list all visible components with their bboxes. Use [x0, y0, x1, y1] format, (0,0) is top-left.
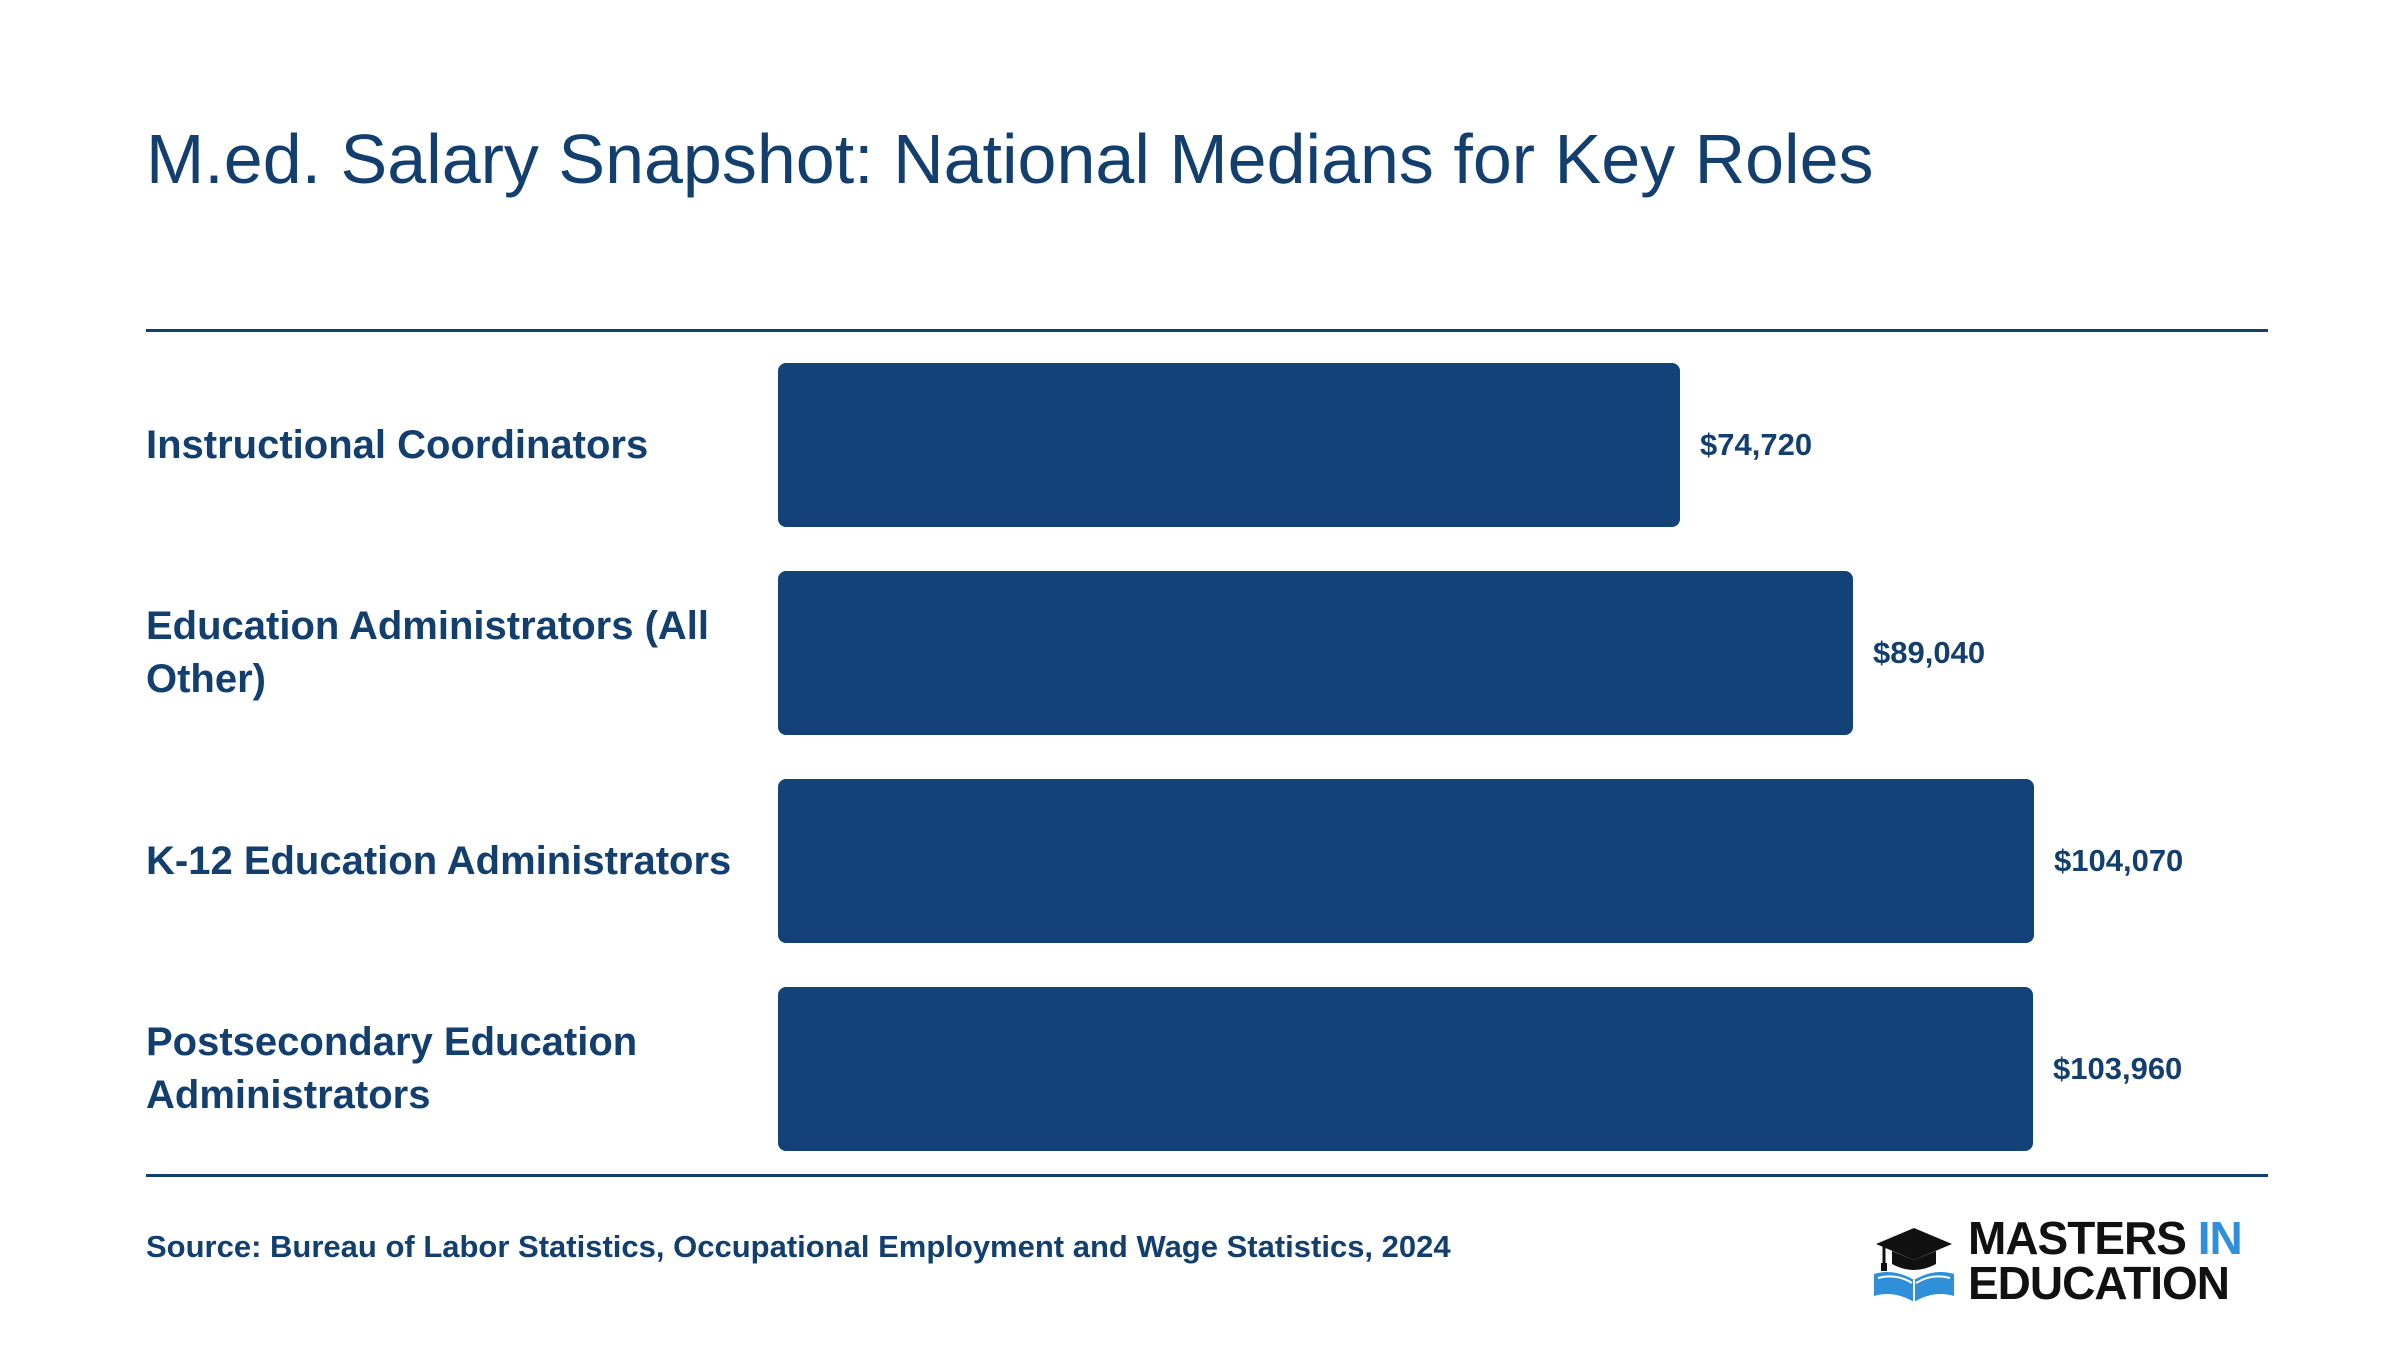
- category-label: Postsecondary Education Administrators: [146, 1020, 638, 1117]
- masters-in-education-logo: MASTERS IN EDUCATION: [1872, 1215, 2272, 1310]
- logo-word-in: IN: [2197, 1212, 2243, 1264]
- source-note: Source: Bureau of Labor Statistics, Occu…: [146, 1229, 1451, 1264]
- value-label: $89,040: [1873, 635, 1986, 670]
- category-label: Instructional Coordinators: [146, 422, 649, 467]
- bottom-divider: [146, 1174, 2268, 1177]
- category-label: K-12 Education Administrators: [146, 838, 732, 883]
- logo-word-masters: MASTERS: [1968, 1212, 2187, 1264]
- bar: [778, 363, 1680, 527]
- value-label: $74,720: [1700, 427, 1813, 462]
- top-divider: [146, 329, 2268, 332]
- chart-title: M.ed. Salary Snapshot: National Medians …: [146, 120, 1874, 198]
- logo-word-education: EDUCATION: [1968, 1257, 2230, 1309]
- bar: [778, 779, 2034, 943]
- value-label: $103,960: [2053, 1051, 2183, 1086]
- value-label: $104,070: [2054, 843, 2184, 878]
- category-label: Education Administrators (All Other): [146, 604, 710, 701]
- graduation-cap-book-icon: [1874, 1228, 1954, 1302]
- bar: [778, 571, 1853, 735]
- bar: [778, 987, 2033, 1151]
- logo-wordmark: MASTERS IN EDUCATION: [1968, 1215, 2243, 1309]
